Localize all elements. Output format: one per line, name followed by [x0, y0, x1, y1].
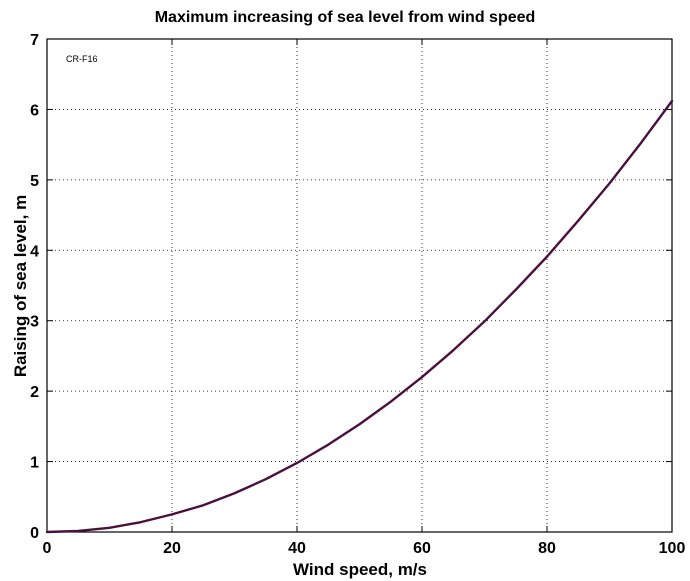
chart-title: Maximum increasing of sea level from win… [155, 9, 536, 26]
x-tick-label: 100 [659, 540, 686, 557]
y-tick-label: 5 [30, 173, 39, 190]
x-tick-label: 80 [538, 540, 556, 557]
grid [47, 39, 672, 532]
x-tick-label: 20 [163, 540, 181, 557]
x-axis-label: Wind speed, m/s [293, 560, 427, 579]
x-tick-label: 60 [413, 540, 431, 557]
y-tick-label: 6 [30, 102, 39, 119]
x-tick-label: 0 [43, 540, 52, 557]
plot-area [46, 38, 673, 533]
chart-annotation: CR-F16 [66, 54, 98, 64]
series-layer [45, 99, 674, 534]
y-tick-label: 2 [30, 384, 39, 401]
series-line [45, 99, 674, 534]
y-tick-label: 0 [30, 525, 39, 542]
y-tick-label: 4 [30, 243, 39, 260]
y-axis-label: Raising of sea level, m [11, 195, 30, 377]
axis-ticks: 0 20 40 60 80 100 0 1 2 3 4 5 6 7 [30, 32, 685, 557]
y-tick-label: 3 [30, 314, 39, 331]
y-tick-label: 1 [30, 455, 39, 472]
x-tick-label: 40 [288, 540, 306, 557]
y-tick-label: 7 [30, 32, 39, 49]
